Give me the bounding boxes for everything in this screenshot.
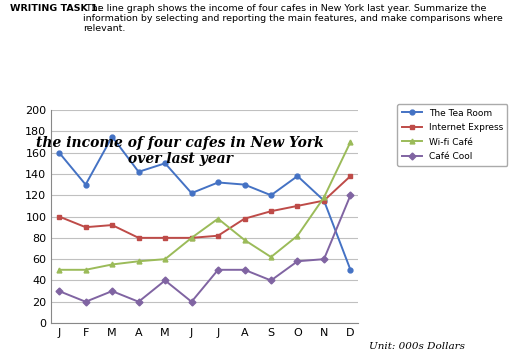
Text: WRITING TASK 1:: WRITING TASK 1: xyxy=(10,4,101,12)
Legend: The Tea Room, Internet Express, Wi-fi Café, Café Cool: The Tea Room, Internet Express, Wi-fi Ca… xyxy=(397,104,507,166)
Text: the income of four cafes in New York
over last year: the income of four cafes in New York ove… xyxy=(36,136,324,166)
Text: The line graph shows the income of four cafes in New York last year. Summarize t: The line graph shows the income of four … xyxy=(83,4,503,33)
Text: Unit: 000s Dollars: Unit: 000s Dollars xyxy=(369,343,465,351)
